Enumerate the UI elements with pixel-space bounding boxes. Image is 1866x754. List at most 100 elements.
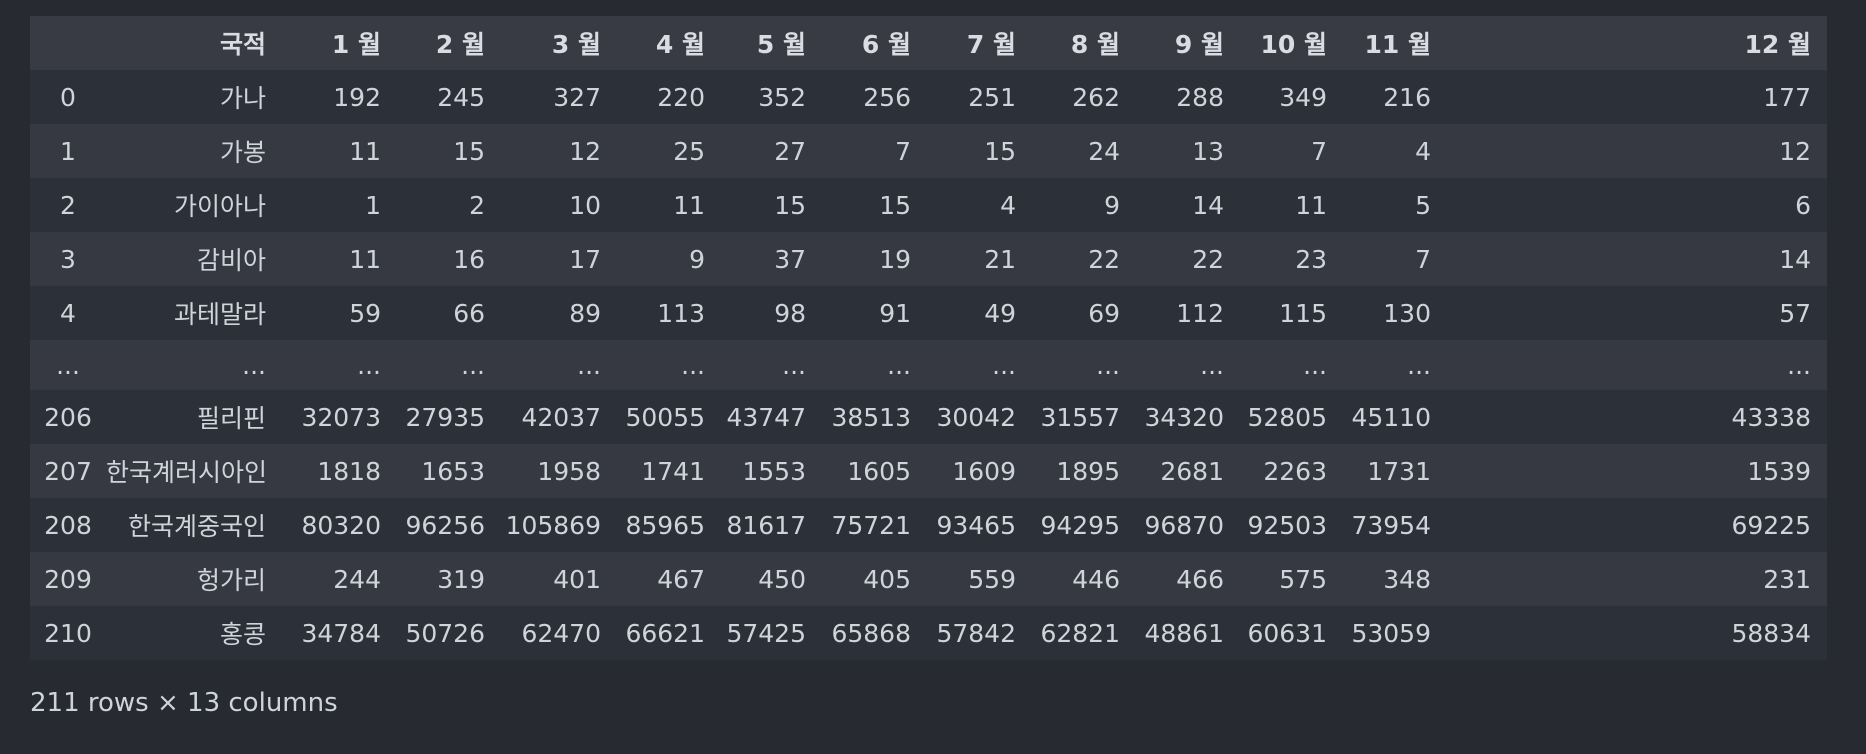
month-value-cell: 15 [721, 178, 822, 232]
month-value-cell: 12 [501, 124, 617, 178]
month-value-cell: 11 [617, 178, 721, 232]
month-value-cell: 1653 [397, 444, 501, 498]
month-value-cell: 1553 [721, 444, 822, 498]
month-value-cell: 96256 [397, 498, 501, 552]
month-value-cell: ... [617, 340, 721, 390]
month-value-cell: 65868 [822, 606, 927, 660]
month-value-cell: 27 [721, 124, 822, 178]
table-row: 209 헝가리 244 319 401 467 450 405 559 446 466 575 348 2… [30, 552, 1827, 606]
month-value-cell: ... [1343, 340, 1447, 390]
month-value-cell: 98 [721, 286, 822, 340]
month-value-cell: 288 [1136, 70, 1240, 124]
table-row: 1 가봉 11 15 12 25 27 7 15 24 13 7 4 12 [30, 124, 1827, 178]
month-value-cell: 466 [1136, 552, 1240, 606]
month-value-cell: 48861 [1136, 606, 1240, 660]
month-value-cell: ... [1447, 340, 1827, 390]
month-value-cell: 92503 [1240, 498, 1343, 552]
month-value-cell: 81617 [721, 498, 822, 552]
month-value-cell: 575 [1240, 552, 1343, 606]
column-header: 11 월 [1343, 16, 1447, 70]
month-value-cell: 559 [927, 552, 1032, 606]
month-value-cell: 21 [927, 232, 1032, 286]
month-value-cell: 216 [1343, 70, 1447, 124]
row-index: 209 [30, 552, 106, 606]
nationality-cell: 한국계러시아인 [106, 444, 282, 498]
month-value-cell: ... [721, 340, 822, 390]
month-value-cell: 9 [1032, 178, 1136, 232]
table-row: 206 필리핀 32073 27935 42037 50055 43747 38513 3004… [30, 390, 1827, 444]
month-value-cell: 327 [501, 70, 617, 124]
month-value-cell: 220 [617, 70, 721, 124]
month-value-cell: ... [1136, 340, 1240, 390]
month-value-cell: 2263 [1240, 444, 1343, 498]
month-value-cell: 75721 [822, 498, 927, 552]
nationality-cell: 감비아 [106, 232, 282, 286]
month-value-cell: 69 [1032, 286, 1136, 340]
month-value-cell: 60631 [1240, 606, 1343, 660]
table-row: 0 가나 192 245 327 220 352 256 251 262 288 349 216 177 [30, 70, 1827, 124]
month-value-cell: 89 [501, 286, 617, 340]
month-value-cell: 58834 [1447, 606, 1827, 660]
nationality-cell: 한국계중국인 [106, 498, 282, 552]
table-row: 3 감비아 11 16 17 9 37 19 21 22 22 23 7 14 [30, 232, 1827, 286]
month-value-cell: 4 [1343, 124, 1447, 178]
table-row: 207 한국계러시아인 1818 1653 1958 1741 1553 1605 1609 18… [30, 444, 1827, 498]
month-value-cell: 352 [721, 70, 822, 124]
month-value-cell: 52805 [1240, 390, 1343, 444]
month-value-cell: 34784 [282, 606, 397, 660]
column-header: 9 월 [1136, 16, 1240, 70]
month-value-cell: 319 [397, 552, 501, 606]
index-header [30, 16, 106, 70]
month-value-cell: 1605 [822, 444, 927, 498]
month-value-cell: 1731 [1343, 444, 1447, 498]
month-value-cell: 15 [927, 124, 1032, 178]
column-header: 5 월 [721, 16, 822, 70]
month-value-cell: 94295 [1032, 498, 1136, 552]
nationality-cell: 가이아나 [106, 178, 282, 232]
month-value-cell: 7 [1240, 124, 1343, 178]
month-value-cell: 12 [1447, 124, 1827, 178]
month-value-cell: 10 [501, 178, 617, 232]
month-value-cell: 91 [822, 286, 927, 340]
month-value-cell: ... [1032, 340, 1136, 390]
month-value-cell: 17 [501, 232, 617, 286]
month-value-cell: 1958 [501, 444, 617, 498]
month-value-cell: 2681 [1136, 444, 1240, 498]
column-header: 1 월 [282, 16, 397, 70]
nationality-cell: 가나 [106, 70, 282, 124]
month-value-cell: 37 [721, 232, 822, 286]
nationality-cell: ... [106, 340, 282, 390]
row-index: 2 [30, 178, 106, 232]
month-value-cell: ... [397, 340, 501, 390]
column-header: 8 월 [1032, 16, 1136, 70]
month-value-cell: 11 [282, 124, 397, 178]
nationality-cell: 홍콩 [106, 606, 282, 660]
month-value-cell: 1609 [927, 444, 1032, 498]
month-value-cell: 9 [617, 232, 721, 286]
month-value-cell: ... [1240, 340, 1343, 390]
month-value-cell: 53059 [1343, 606, 1447, 660]
month-value-cell: 62470 [501, 606, 617, 660]
month-value-cell: 1895 [1032, 444, 1136, 498]
month-value-cell: 80320 [282, 498, 397, 552]
month-value-cell: 14 [1447, 232, 1827, 286]
month-value-cell: 177 [1447, 70, 1827, 124]
month-value-cell: 23 [1240, 232, 1343, 286]
nationality-cell: 헝가리 [106, 552, 282, 606]
month-value-cell: 15 [822, 178, 927, 232]
month-value-cell: 34320 [1136, 390, 1240, 444]
month-value-cell: 43747 [721, 390, 822, 444]
month-value-cell: 73954 [1343, 498, 1447, 552]
month-value-cell: 32073 [282, 390, 397, 444]
month-value-cell: 5 [1343, 178, 1447, 232]
month-value-cell: 16 [397, 232, 501, 286]
month-value-cell: 43338 [1447, 390, 1827, 444]
month-value-cell: 30042 [927, 390, 1032, 444]
month-value-cell: ... [927, 340, 1032, 390]
month-value-cell: 57842 [927, 606, 1032, 660]
column-header: 4 월 [617, 16, 721, 70]
column-header: 12 월 [1447, 16, 1827, 70]
month-value-cell: 57425 [721, 606, 822, 660]
